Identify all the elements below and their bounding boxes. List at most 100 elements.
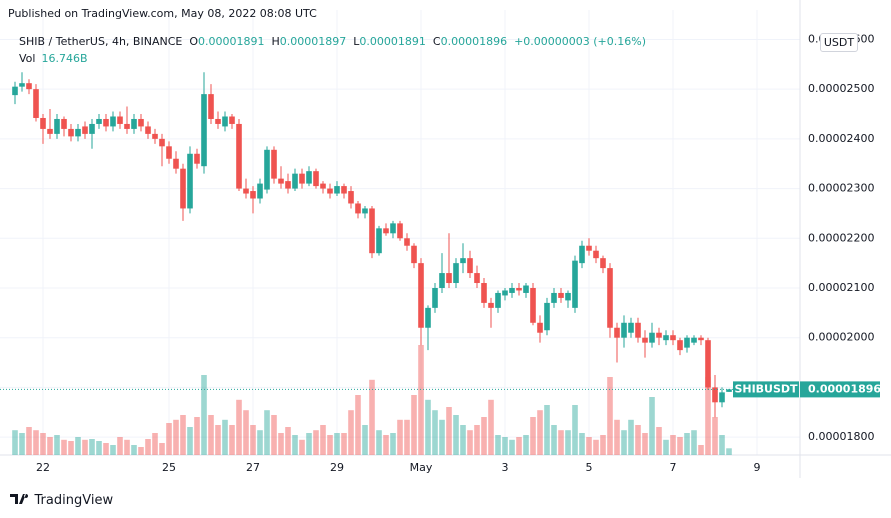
candle-body xyxy=(691,337,697,343)
volume-bar xyxy=(355,395,361,455)
logo-icon xyxy=(10,494,29,504)
candle-body xyxy=(705,340,711,388)
candle-body xyxy=(138,118,144,127)
volume-bar xyxy=(299,439,305,455)
close-label: C xyxy=(432,35,441,48)
volume-bar xyxy=(635,425,641,455)
volume-bar xyxy=(145,439,151,455)
candle-body xyxy=(369,208,375,254)
x-tick-label: May xyxy=(410,461,433,474)
x-tick-label: 7 xyxy=(670,461,677,474)
volume-bar xyxy=(537,410,543,455)
candle-body xyxy=(243,188,249,194)
x-tick-label: 27 xyxy=(246,461,260,474)
candle-body xyxy=(481,283,487,303)
change-percent: (+0.16%) xyxy=(593,35,647,48)
candle-body xyxy=(292,173,298,189)
volume-bar xyxy=(362,425,368,455)
candle-body xyxy=(82,126,88,134)
candle-body xyxy=(383,228,389,234)
volume-bar xyxy=(117,437,123,455)
volume-bar xyxy=(544,405,550,455)
footer-logo: TradingView xyxy=(10,493,113,508)
volume-bar xyxy=(656,427,662,455)
candle-body xyxy=(334,186,340,194)
candle-body xyxy=(173,158,179,169)
candle-body xyxy=(306,171,312,184)
candle-body xyxy=(89,123,95,134)
volume-bar xyxy=(68,441,74,455)
volume-bar xyxy=(558,430,564,455)
candle-body xyxy=(474,273,480,284)
candle-body xyxy=(264,149,270,190)
volume-bar xyxy=(425,399,431,455)
candle-body xyxy=(33,89,39,118)
volume-bar xyxy=(397,419,403,455)
volume-bar xyxy=(705,377,711,455)
high-label: H xyxy=(271,35,280,48)
candle-body xyxy=(117,116,123,124)
volume-bar xyxy=(411,395,417,455)
candle-body xyxy=(348,191,354,204)
candle-body xyxy=(229,116,235,124)
volume-bar xyxy=(89,439,95,455)
volume-bar xyxy=(12,430,18,455)
volume-bar xyxy=(348,410,354,455)
volume-bar xyxy=(495,435,501,455)
candle-body xyxy=(453,263,459,284)
candle-body xyxy=(572,260,578,308)
volume-bar xyxy=(474,425,480,455)
candle-body xyxy=(425,307,431,328)
volume-bar xyxy=(236,399,242,455)
candle-body xyxy=(586,245,592,251)
candle-body xyxy=(607,268,613,328)
footer-text: TradingView xyxy=(34,493,114,508)
volume-bar xyxy=(642,433,648,455)
candle-body xyxy=(593,250,599,259)
candle-body xyxy=(530,287,536,323)
volume-bar xyxy=(61,439,67,455)
candle-body xyxy=(19,83,25,87)
candle-body xyxy=(635,322,641,338)
candle-body xyxy=(670,335,676,341)
candle-body xyxy=(446,273,452,284)
candle-body xyxy=(327,188,333,194)
volume-bar xyxy=(719,435,725,455)
candle-body xyxy=(621,322,627,338)
candle-body xyxy=(509,287,515,293)
volume-bar xyxy=(187,427,193,455)
y-tick-label: 0.00002000 xyxy=(808,331,874,344)
candle-body xyxy=(565,292,571,301)
volume-bar xyxy=(621,430,627,455)
volume-bar xyxy=(264,410,270,455)
ticker-tag-box xyxy=(733,381,799,398)
change-value: +0.00000003 xyxy=(514,35,590,48)
candle-body xyxy=(719,392,725,403)
volume-bar xyxy=(551,425,557,455)
volume-bar xyxy=(523,435,529,455)
volume-bar xyxy=(47,437,53,455)
volume-title: Vol xyxy=(19,52,36,65)
volume-bar xyxy=(173,419,179,455)
candle-body xyxy=(502,290,508,296)
volume-bar xyxy=(166,423,172,455)
volume-bar xyxy=(285,427,291,455)
candle-body xyxy=(551,292,557,303)
candle-body xyxy=(600,258,606,269)
candle-body xyxy=(362,208,368,214)
volume-bar xyxy=(509,439,515,455)
volume-bar xyxy=(180,415,186,455)
candle-body xyxy=(194,153,200,164)
candle-body xyxy=(110,116,116,127)
candle-body xyxy=(47,128,53,134)
currency-button[interactable]: USDT xyxy=(820,33,858,52)
candle-body xyxy=(26,83,32,90)
volume-bar xyxy=(439,419,445,455)
candle-body xyxy=(201,94,207,167)
candle-body xyxy=(208,94,214,119)
volume-bar xyxy=(243,410,249,455)
ticker-tag: SHIBUSDT xyxy=(734,382,798,395)
volume-bar xyxy=(453,415,459,455)
volume-bar xyxy=(33,430,39,455)
volume-bar xyxy=(530,417,536,455)
